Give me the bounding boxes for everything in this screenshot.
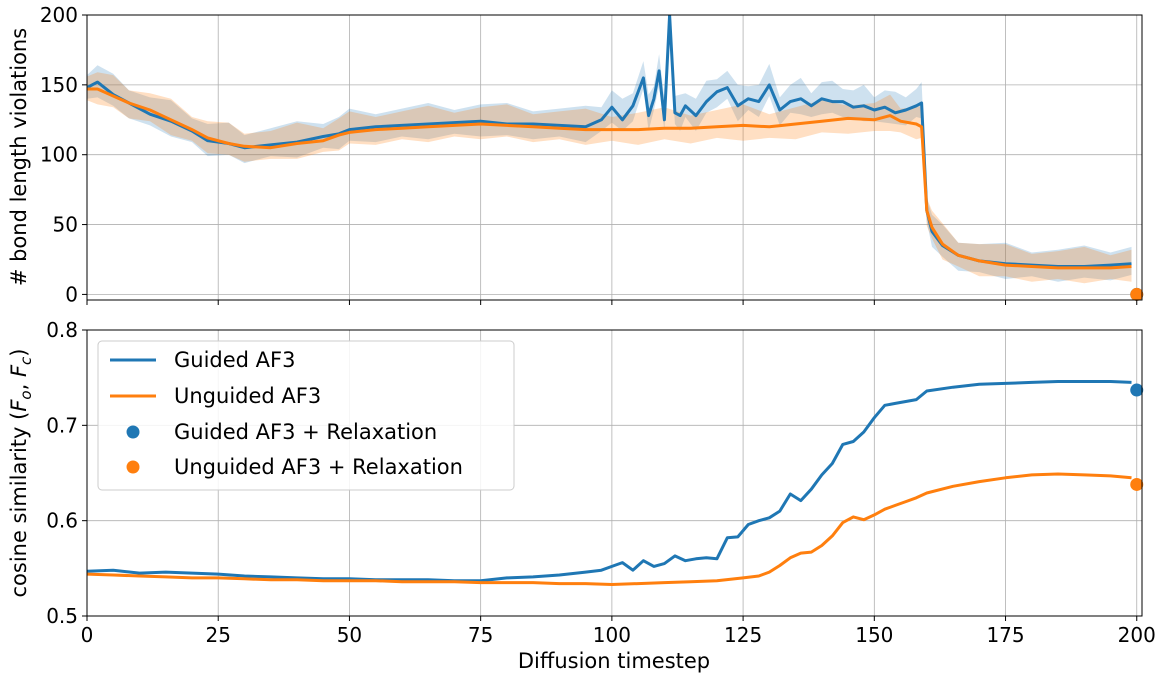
series-line-guided	[87, 15, 1132, 268]
bottom-x-ticks: 0 25 50 75 100 125 150 175 200	[81, 616, 1156, 647]
relaxation-point-unguided	[1130, 287, 1144, 301]
bottom-y-ticks: 0.5 0.6 0.7 0.8	[46, 318, 87, 628]
confidence-band-unguided	[87, 72, 1132, 284]
bottom-relaxation-points	[1130, 383, 1144, 491]
x-tick-label: 25	[205, 623, 230, 647]
y-tick-label: 0.5	[46, 604, 78, 628]
legend-unguided-relax-marker	[126, 460, 140, 474]
x-tick-label: 100	[593, 623, 631, 647]
y-tick-label: 0	[65, 282, 78, 306]
top-plot: 0 50 100 150 200 # bond length violations	[7, 3, 1144, 306]
top-axes-frame	[86, 14, 1143, 301]
top-confidence-bands	[87, 15, 1132, 284]
y-tick-label: 0.7	[46, 413, 78, 437]
x-tick-label: 0	[81, 623, 94, 647]
top-relaxation-points	[1130, 287, 1144, 301]
x-tick-label: 150	[855, 623, 893, 647]
legend-box	[97, 340, 515, 491]
top-x-ticks	[86, 300, 1138, 305]
y-tick-label: 50	[53, 213, 78, 237]
bottom-axes-frame	[86, 329, 1143, 617]
ylabel-f1: F	[7, 399, 31, 412]
legend-unguided-label: Unguided AF3	[174, 384, 321, 408]
x-tick-label: 50	[337, 623, 362, 647]
top-y-axis-label: # bond length violations	[7, 28, 31, 286]
top-y-ticks: 0 50 100 150 200	[40, 3, 87, 306]
ylabel-sub2: c	[17, 356, 35, 365]
y-tick-label: 0.6	[46, 509, 78, 533]
series-line-unguided	[87, 87, 1132, 270]
x-axis-label: Diffusion timestep	[518, 649, 710, 673]
legend: Guided AF3 Unguided AF3 Guided AF3 + Rel…	[97, 340, 515, 491]
series-line-unguided	[87, 472, 1132, 586]
confidence-band-guided	[87, 15, 1132, 282]
ylabel-sep: ,	[7, 377, 31, 390]
top-series-lines	[87, 15, 1132, 270]
y-tick-label: 0.8	[46, 318, 78, 342]
y-tick-label: 150	[40, 73, 78, 97]
series-line-guided	[87, 380, 1132, 583]
bottom-y-axis-label: cosine similarity (Fo, Fc)	[7, 348, 35, 597]
x-tick-label: 175	[986, 623, 1024, 647]
bottom-series-lines	[87, 380, 1132, 586]
relaxation-point-guided	[1130, 383, 1144, 397]
y-tick-label: 200	[40, 3, 78, 27]
x-tick-label: 75	[468, 623, 493, 647]
legend-guided-relax-marker	[126, 425, 140, 439]
legend-guided-label: Guided AF3	[174, 348, 295, 372]
ylabel-suffix: )	[7, 348, 31, 356]
ylabel-prefix: cosine similarity (	[7, 412, 31, 598]
ylabel-sub1: o	[17, 390, 35, 399]
x-tick-label: 200	[1118, 623, 1156, 647]
relaxation-point-unguided	[1130, 477, 1144, 491]
legend-unguided-relax-label: Unguided AF3 + Relaxation	[174, 455, 463, 479]
x-tick-label: 125	[724, 623, 762, 647]
legend-guided-relax-label: Guided AF3 + Relaxation	[174, 420, 437, 444]
y-tick-label: 100	[40, 143, 78, 167]
ylabel-f2: F	[7, 364, 31, 377]
